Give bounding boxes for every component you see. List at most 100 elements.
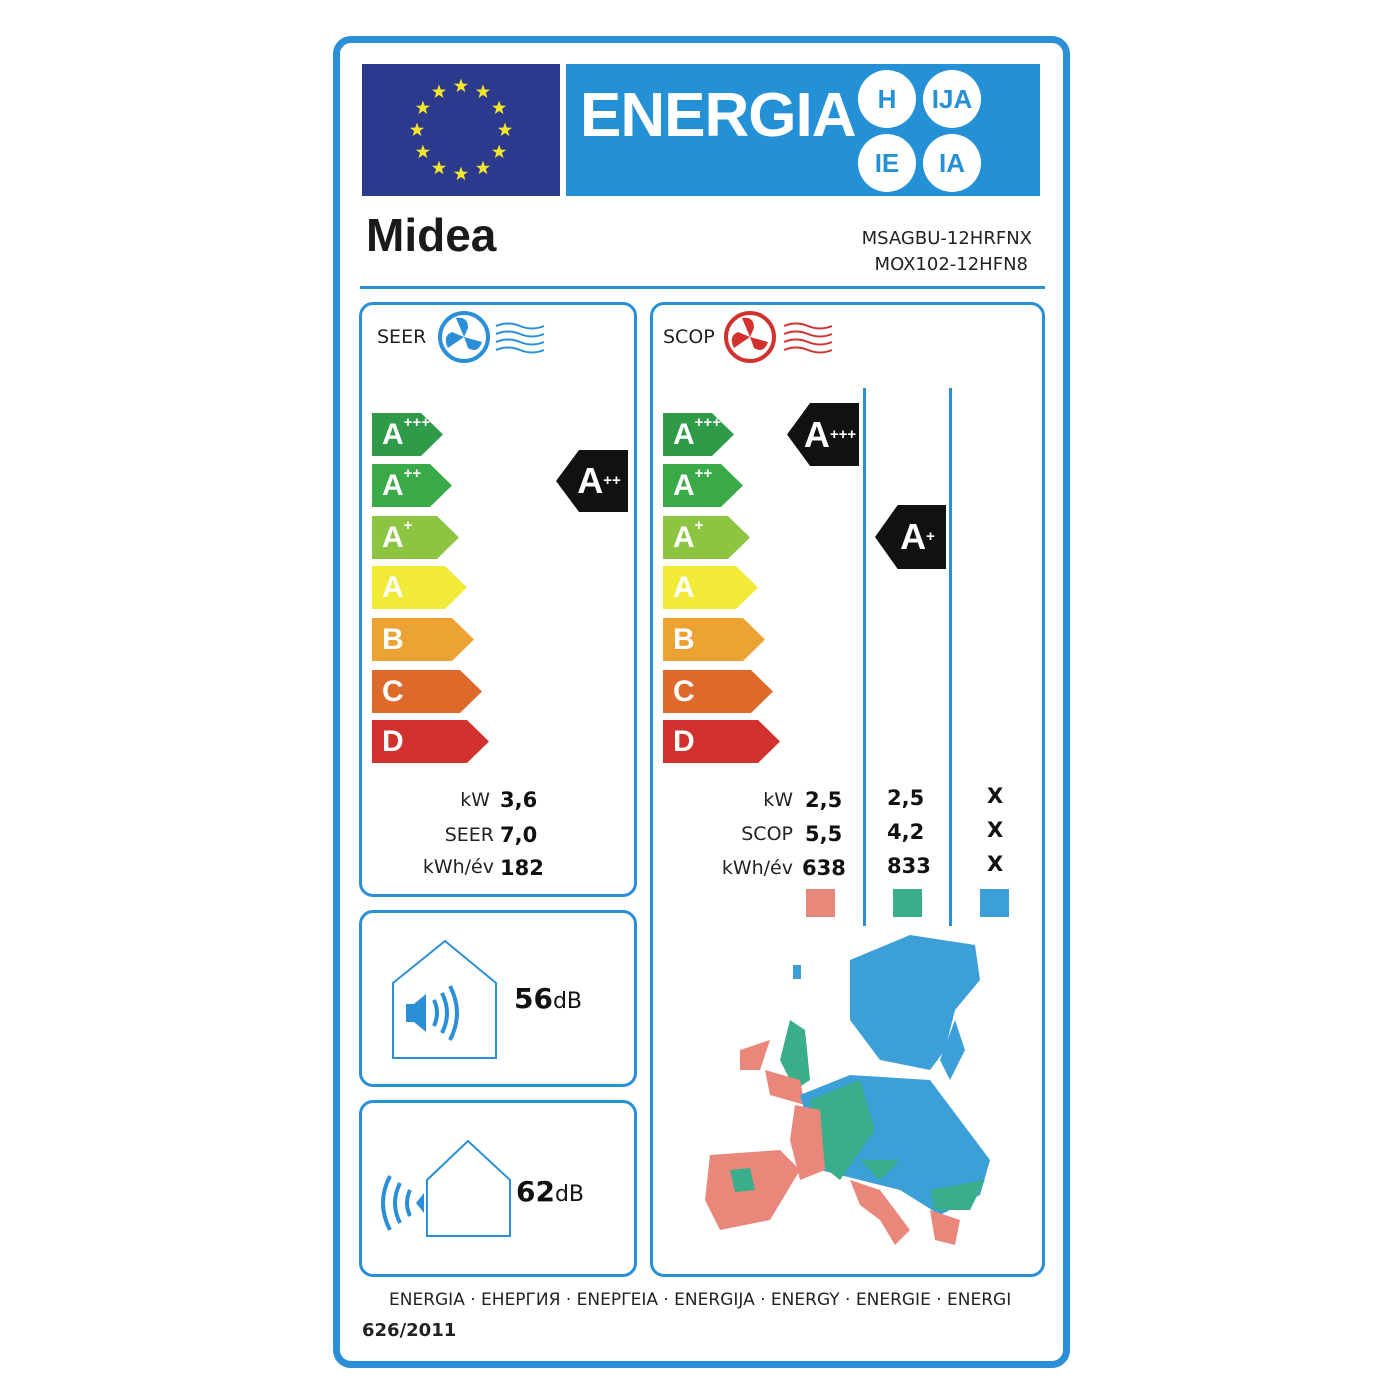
eu-flag: [362, 64, 560, 196]
db-number: 56: [514, 982, 553, 1015]
star-icon: [492, 100, 507, 115]
divider: [360, 286, 1045, 289]
db-unit: dB: [552, 989, 583, 1014]
class-letter: A: [382, 418, 404, 451]
midea-logo: Midea: [366, 209, 497, 261]
scop-label: SCOP: [741, 823, 793, 845]
class-plus: +: [403, 517, 413, 534]
outdoor-model: MOX102-12HFN8: [874, 254, 1028, 275]
class-plus: +: [694, 517, 704, 534]
db-unit: dB: [554, 1182, 585, 1207]
seer-label-seer: SEER: [444, 824, 494, 846]
seer-label-kw: kW: [460, 789, 490, 811]
class-letter: B: [673, 623, 695, 656]
seer-class-bar: C: [372, 670, 482, 713]
outdoor-noise-value: 62dB: [516, 1175, 584, 1208]
rating-plus: +: [926, 528, 935, 545]
class-letter: A: [382, 521, 404, 554]
indoor-noise-panel: [359, 910, 637, 1087]
scop-class-bar: C: [663, 670, 773, 713]
outdoor-speaker-icon: [381, 1139, 511, 1237]
fan-heating-icon: [724, 311, 833, 363]
scop-warm-value: 2,5: [805, 788, 843, 812]
class-letter: A: [673, 571, 695, 604]
class-letter: A: [382, 571, 404, 604]
scop-title: SCOP: [663, 326, 715, 348]
star-icon: [475, 160, 491, 175]
scop-label: kW: [763, 789, 793, 811]
star-icon: [475, 84, 491, 98]
class-letter: D: [382, 725, 404, 758]
scop-warm-value: 638: [802, 856, 846, 880]
energia-title: ENERGIA: [580, 81, 856, 150]
scop-class-bar: D: [663, 720, 780, 763]
lang-circle: IE: [858, 134, 916, 192]
scop-cold-value: X: [987, 818, 1004, 842]
class-letter: B: [382, 623, 404, 656]
fan-cooling-icon: [438, 311, 545, 363]
warm-zone-swatch: [806, 889, 835, 917]
lang-circle: H: [858, 70, 916, 128]
seer-class-bar: D: [372, 720, 489, 763]
scop-warm-value: 5,5: [805, 822, 843, 846]
seer-label-kwh: kWh/év: [422, 856, 494, 878]
regulation-number: 626/2011: [362, 1320, 457, 1341]
lang-circle: IA: [923, 134, 981, 192]
class-letter: D: [673, 725, 695, 758]
scop-average-value: 2,5: [887, 786, 925, 810]
rating-letter: A: [900, 516, 927, 557]
star-icon: [415, 100, 430, 115]
scop-average-value: 4,2: [887, 820, 925, 844]
lang-circle: IJA: [923, 70, 981, 128]
scop-cold-value: X: [987, 784, 1004, 808]
rating-letter: A: [803, 413, 830, 455]
europe-climate-map: [705, 935, 990, 1245]
seer-title: SEER: [377, 326, 427, 348]
star-icon: [415, 144, 430, 159]
label-frame: [333, 36, 1070, 1368]
star-icon: [497, 122, 513, 137]
star-icon: [453, 78, 469, 93]
class-letter: A: [673, 418, 695, 451]
class-letter: A: [382, 469, 404, 502]
star-icon: [453, 166, 469, 181]
class-letter: C: [382, 675, 404, 708]
indoor-noise-value: 56dB: [514, 982, 582, 1015]
star-icon: [492, 144, 507, 159]
scop-panel: [650, 302, 1045, 1277]
star-icon: [409, 122, 425, 137]
seer-class-bar: A: [372, 566, 467, 609]
class-letter: A: [673, 469, 695, 502]
class-plus: +++: [694, 414, 721, 431]
rating-plus: +++: [829, 425, 857, 443]
indoor-model: MSAGBU-12HRFNX: [861, 228, 1032, 249]
eu-stars-icon: [409, 78, 513, 181]
cold-zone-swatch: [980, 889, 1009, 917]
db-number: 62: [516, 1175, 555, 1208]
column-divider: [863, 388, 866, 926]
class-plus: +++: [403, 414, 430, 431]
rating-plus: ++: [603, 472, 621, 489]
seer-value: 7,0: [500, 823, 538, 847]
outdoor-noise-panel: [359, 1100, 637, 1277]
class-letter: A: [673, 521, 695, 554]
footer-languages: ENERGIA · ЕНЕРГИЯ · ΕΝΕΡΓΕΙΑ · ENERGIJA …: [389, 1290, 1012, 1310]
scop-class-bar: A: [663, 566, 758, 609]
class-plus: ++: [403, 465, 422, 482]
seer-panel: [359, 302, 637, 897]
scop-class-bar: B: [663, 618, 765, 661]
scop-label: kWh/év: [721, 857, 793, 879]
rating-letter: A: [577, 460, 604, 501]
star-icon: [431, 84, 447, 98]
seer-kw-value: 3,6: [500, 788, 538, 812]
star-icon: [431, 160, 447, 175]
seer-kwh-value: 182: [500, 856, 544, 880]
scop-cold-value: X: [987, 852, 1004, 876]
scop-average-value: 833: [887, 854, 931, 878]
average-zone-swatch: [893, 889, 922, 917]
seer-class-bar: B: [372, 618, 474, 661]
column-divider: [949, 388, 952, 926]
class-plus: ++: [694, 465, 713, 482]
indoor-speaker-icon: [392, 939, 497, 1059]
class-letter: C: [673, 675, 695, 708]
